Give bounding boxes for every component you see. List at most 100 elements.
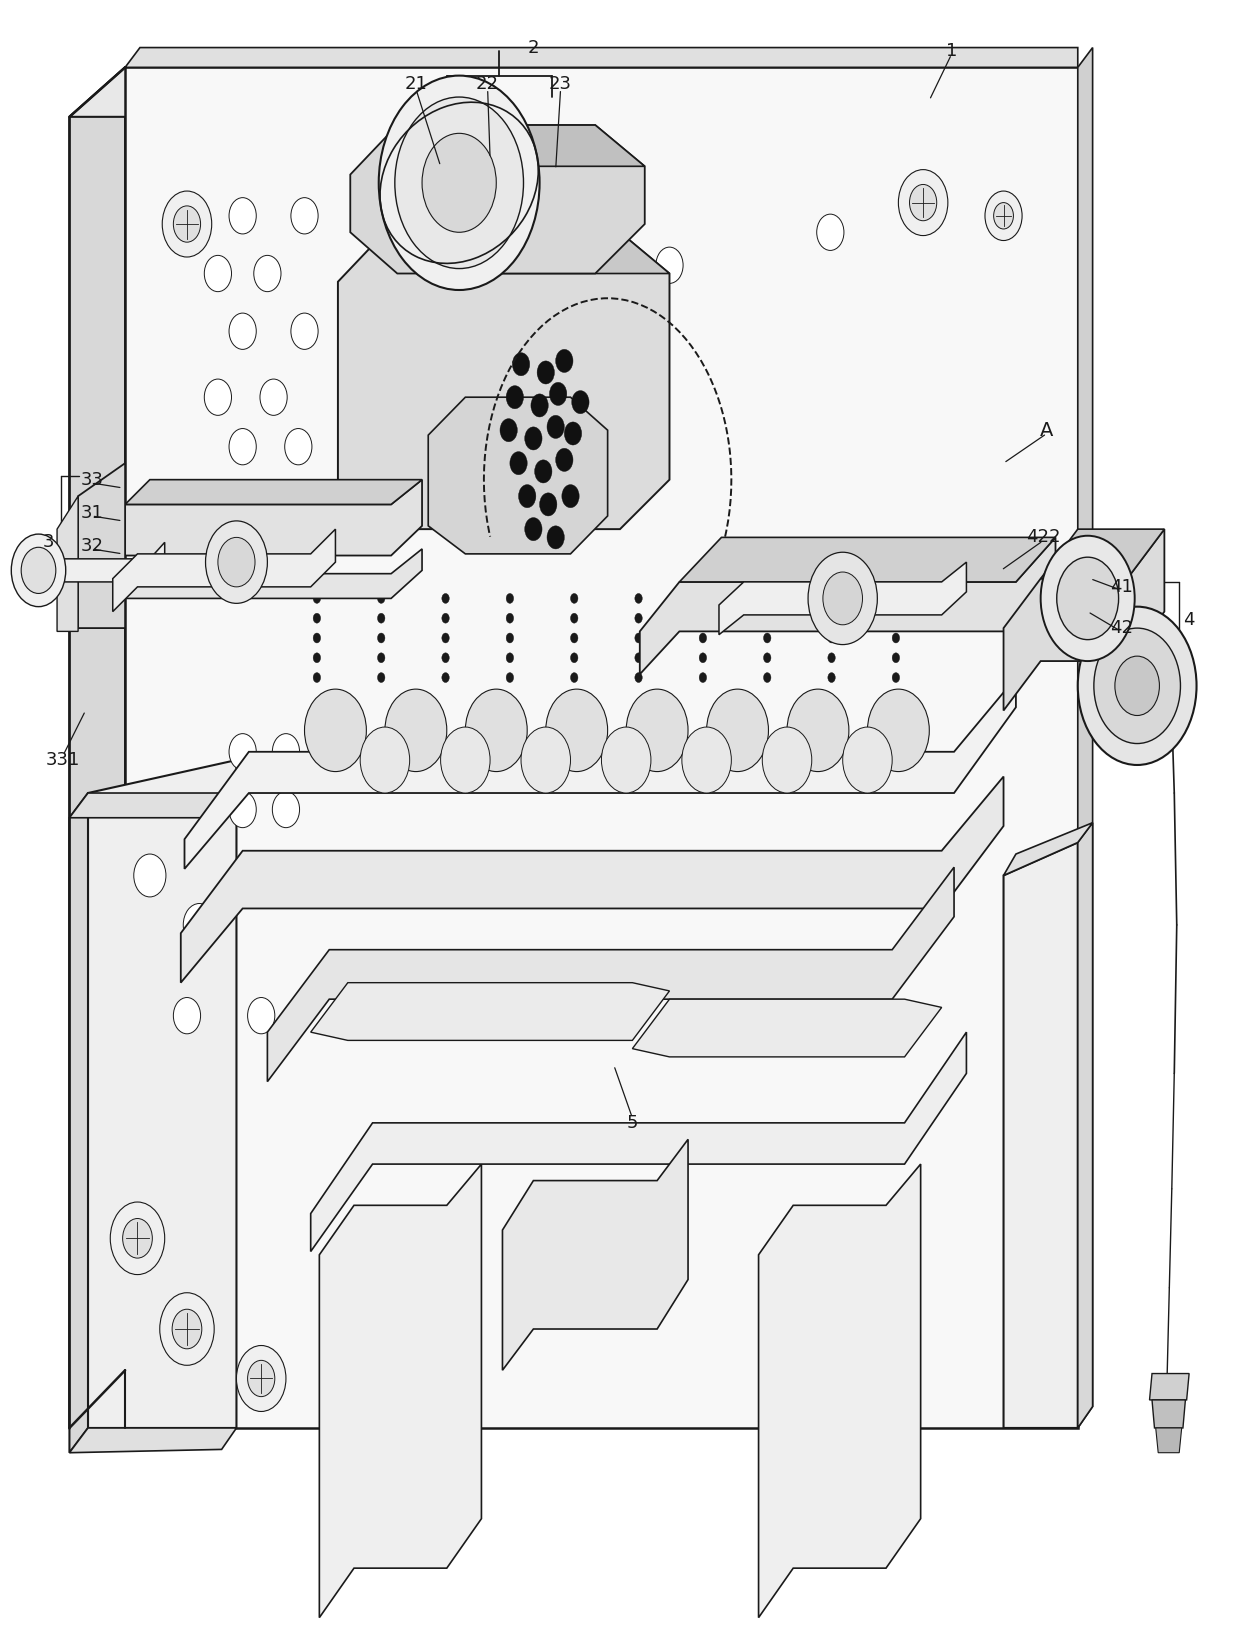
Circle shape [1115, 656, 1159, 715]
Polygon shape [113, 529, 336, 611]
Circle shape [506, 633, 513, 643]
Circle shape [237, 1345, 286, 1411]
Circle shape [525, 517, 542, 540]
Circle shape [808, 552, 878, 644]
Circle shape [360, 727, 409, 793]
Circle shape [441, 593, 449, 603]
Text: 21: 21 [404, 74, 428, 93]
Circle shape [291, 198, 319, 235]
Circle shape [172, 1310, 202, 1348]
Circle shape [564, 421, 582, 444]
Circle shape [285, 428, 312, 464]
Circle shape [893, 653, 899, 662]
Polygon shape [69, 793, 237, 818]
Circle shape [656, 248, 683, 284]
Circle shape [184, 904, 216, 947]
Circle shape [893, 633, 899, 643]
Text: 33: 33 [81, 471, 103, 489]
Circle shape [531, 393, 548, 416]
Circle shape [377, 653, 384, 662]
Circle shape [273, 733, 300, 770]
Circle shape [314, 593, 321, 603]
Polygon shape [1003, 823, 1092, 876]
Circle shape [305, 689, 366, 771]
Polygon shape [1078, 823, 1092, 1427]
Circle shape [441, 633, 449, 643]
Circle shape [635, 653, 642, 662]
Polygon shape [1040, 529, 1164, 578]
Circle shape [506, 672, 513, 682]
Circle shape [506, 593, 513, 603]
Polygon shape [88, 760, 237, 1427]
Circle shape [260, 378, 288, 415]
Circle shape [893, 613, 899, 623]
Circle shape [506, 653, 513, 662]
Text: A: A [1040, 421, 1054, 439]
Circle shape [1094, 628, 1180, 743]
Polygon shape [36, 542, 165, 598]
Text: 1: 1 [946, 41, 957, 59]
Polygon shape [680, 537, 1055, 582]
Text: 422: 422 [1025, 529, 1060, 547]
Circle shape [314, 653, 321, 662]
Circle shape [635, 593, 642, 603]
Polygon shape [94, 479, 422, 580]
Text: 331: 331 [46, 752, 81, 770]
Circle shape [229, 791, 257, 828]
Circle shape [206, 520, 268, 603]
Circle shape [606, 314, 634, 349]
Text: 32: 32 [81, 537, 103, 555]
Circle shape [518, 484, 536, 507]
Circle shape [248, 998, 275, 1034]
Circle shape [843, 727, 893, 793]
Circle shape [539, 492, 557, 515]
Circle shape [868, 689, 929, 771]
Circle shape [314, 633, 321, 643]
Text: 23: 23 [549, 74, 572, 93]
Text: 22: 22 [476, 74, 500, 93]
Circle shape [544, 314, 572, 349]
Polygon shape [759, 1165, 920, 1617]
Polygon shape [719, 562, 966, 634]
Polygon shape [1003, 843, 1078, 1427]
Circle shape [441, 672, 449, 682]
Polygon shape [339, 233, 670, 529]
Polygon shape [640, 537, 1055, 674]
Circle shape [525, 426, 542, 449]
Circle shape [377, 672, 384, 682]
Circle shape [764, 633, 771, 643]
Circle shape [134, 854, 166, 897]
Circle shape [764, 613, 771, 623]
Circle shape [893, 593, 899, 603]
Circle shape [546, 689, 608, 771]
Polygon shape [632, 999, 941, 1057]
Circle shape [828, 633, 836, 643]
Circle shape [465, 689, 527, 771]
Circle shape [110, 1203, 165, 1275]
Circle shape [682, 727, 732, 793]
Polygon shape [57, 496, 78, 631]
Circle shape [699, 613, 707, 623]
Circle shape [570, 653, 578, 662]
Circle shape [556, 448, 573, 471]
Circle shape [254, 256, 281, 292]
Circle shape [635, 633, 642, 643]
Polygon shape [1156, 1427, 1182, 1452]
Circle shape [346, 314, 373, 349]
Polygon shape [384, 233, 670, 274]
Circle shape [160, 1294, 215, 1365]
Circle shape [11, 534, 66, 606]
Circle shape [291, 314, 319, 349]
Circle shape [1040, 535, 1135, 661]
Circle shape [909, 185, 936, 221]
Circle shape [394, 97, 523, 269]
Polygon shape [94, 548, 422, 623]
Circle shape [828, 653, 836, 662]
Circle shape [510, 451, 527, 474]
Circle shape [441, 613, 449, 623]
Polygon shape [125, 68, 1078, 1427]
Circle shape [823, 572, 863, 624]
Polygon shape [69, 793, 88, 1452]
Circle shape [828, 593, 836, 603]
Circle shape [635, 613, 642, 623]
